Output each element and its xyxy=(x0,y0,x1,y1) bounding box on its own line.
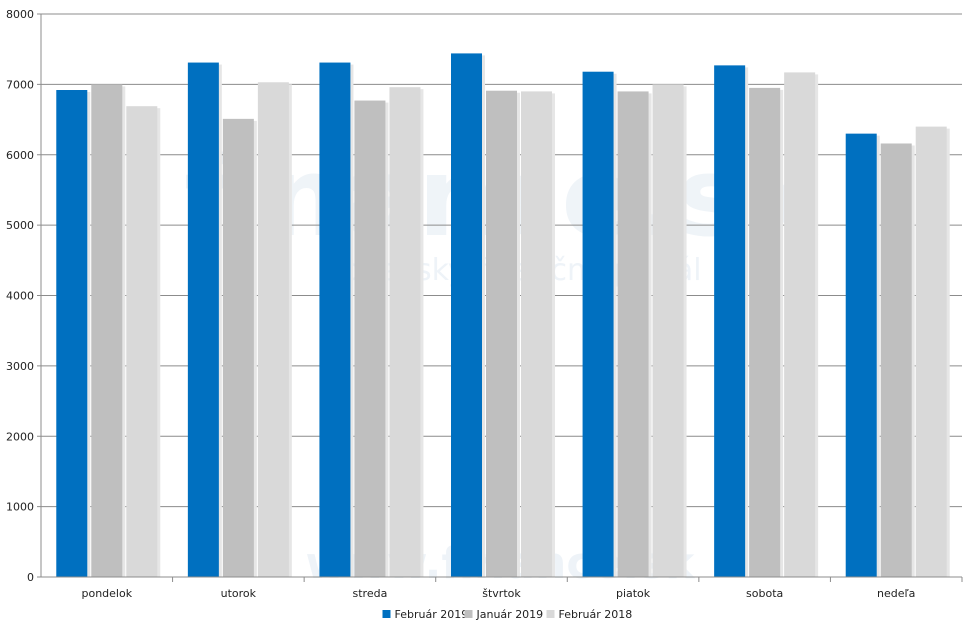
x-tick-label: streda xyxy=(353,587,388,600)
bar xyxy=(56,90,88,577)
legend-label: Február 2018 xyxy=(559,608,633,621)
x-axis-ticks: pondelok utorok streda štvrtok piatok sobota n… xyxy=(81,577,963,600)
bar xyxy=(187,62,219,577)
y-tick-label: 2000 xyxy=(6,430,34,443)
y-tick-label: 6000 xyxy=(6,149,34,162)
y-tick-label: 0 xyxy=(27,571,34,584)
bar xyxy=(126,106,158,577)
bars xyxy=(56,53,950,578)
bar xyxy=(714,65,746,577)
bar xyxy=(749,87,781,578)
bar xyxy=(880,143,912,578)
bar xyxy=(652,84,684,577)
y-axis-ticks: 0 1000 2000 3000 4000 5000 6000 7000 8000 xyxy=(6,8,41,584)
y-tick-label: 3000 xyxy=(6,360,34,373)
bar xyxy=(451,53,482,578)
bar xyxy=(582,71,614,578)
bar xyxy=(521,91,552,577)
y-tick-label: 1000 xyxy=(6,501,34,514)
bar xyxy=(222,118,254,577)
y-tick-label: 4000 xyxy=(6,290,34,303)
bar xyxy=(486,90,517,578)
bar xyxy=(91,84,123,577)
bar xyxy=(617,91,649,577)
x-tick-label: pondelok xyxy=(81,587,132,600)
legend-swatch xyxy=(382,610,391,618)
x-tick-label: nedeľa xyxy=(877,587,915,600)
y-tick-label: 8000 xyxy=(6,8,34,21)
bar xyxy=(915,126,947,577)
bar xyxy=(784,72,816,577)
x-tick-label: utorok xyxy=(221,587,257,600)
legend: Február 2019 Január 2019 Február 2018 xyxy=(382,608,633,621)
x-tick-label: štvrtok xyxy=(482,587,521,600)
y-tick-label: 5000 xyxy=(6,219,34,232)
legend-swatch xyxy=(546,610,555,618)
bar xyxy=(389,87,421,577)
legend-label: Január 2019 xyxy=(476,608,544,621)
x-tick-label: sobota xyxy=(746,587,783,600)
legend-swatch xyxy=(464,610,473,618)
bar xyxy=(257,82,289,578)
x-tick-label: piatok xyxy=(616,587,651,600)
bar xyxy=(319,62,351,577)
legend-label: Február 2019 xyxy=(395,608,469,621)
bar xyxy=(354,100,386,577)
bar xyxy=(845,133,877,577)
y-tick-label: 7000 xyxy=(6,78,34,91)
